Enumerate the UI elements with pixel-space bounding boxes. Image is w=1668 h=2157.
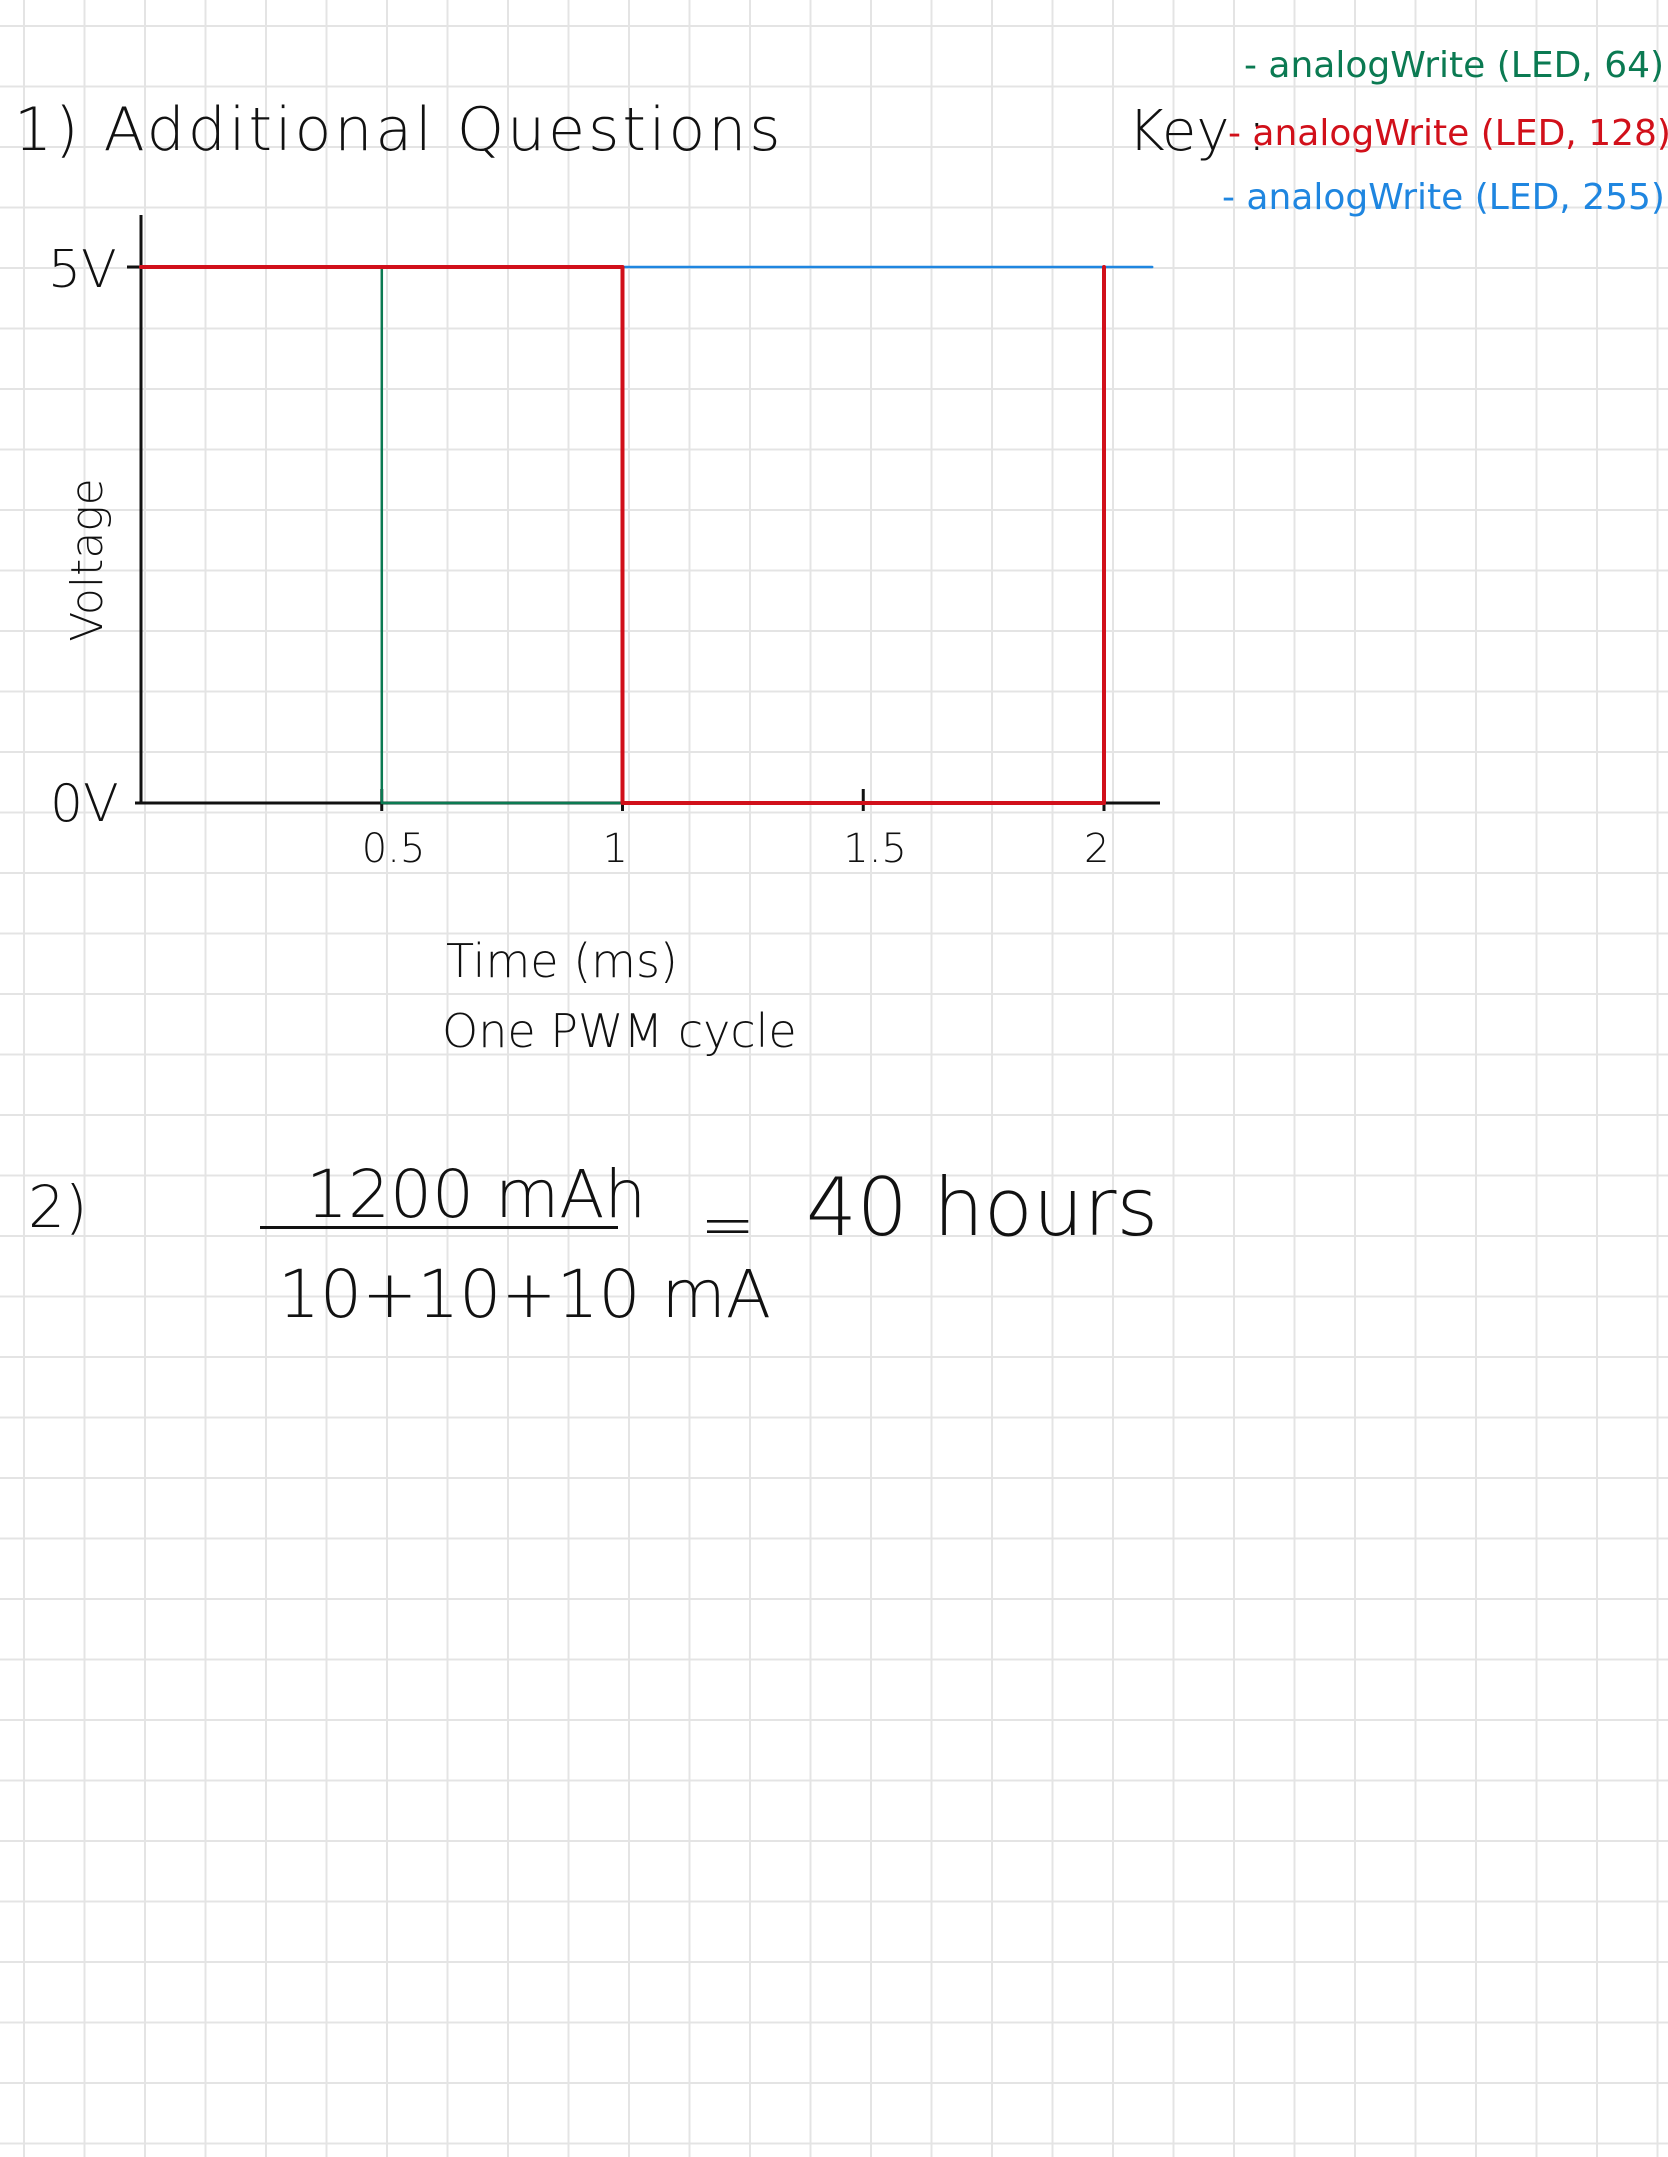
chart-axes [127,215,1160,811]
x-tick-label-1: 1 [602,826,628,872]
chart-caption: One PWM cycle [442,1004,797,1058]
x-tick-label-2: 2 [1084,826,1110,872]
fraction-numerator: 1200 mAh [306,1156,647,1233]
chart-series [139,265,1154,805]
page-heading: 1) Additional Questions [14,95,784,165]
question-2-number: 2) [28,1173,88,1241]
result-value: 40 hours [806,1161,1159,1254]
fraction-denominator: 10+10+10 mA [278,1256,771,1333]
equals-sign: = [700,1186,756,1263]
y-tick-label-5v: 5V [48,240,117,300]
y-axis-label: Voltage [62,478,113,642]
legend-item-255: - analogWrite (LED, 255) [1222,177,1665,218]
y-tick-label-0v: 0V [50,774,119,834]
legend-item-128: - analogWrite (LED, 128) [1228,113,1668,154]
key-label: Key : [1128,99,1267,164]
fraction-line [260,1226,618,1229]
x-axis-label: Time (ms) [446,934,678,988]
x-tick-label-0-5: 0.5 [361,826,426,872]
pwm-chart [127,215,1160,811]
series-line-128 [139,265,1106,805]
x-tick-label-1-5: 1.5 [843,826,907,872]
legend-item-64: - analogWrite (LED, 64) [1244,45,1665,86]
